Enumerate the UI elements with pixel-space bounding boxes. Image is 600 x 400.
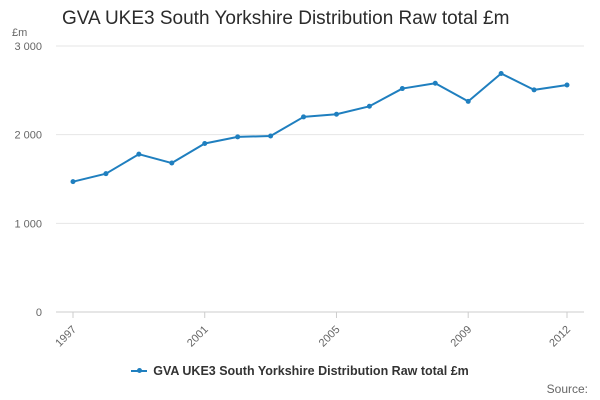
data-point — [301, 114, 307, 120]
series — [70, 70, 570, 185]
grid-lines — [56, 45, 584, 313]
data-point — [70, 179, 76, 185]
data-point — [366, 103, 372, 109]
legend[interactable]: GVA UKE3 South Yorkshire Distribution Ra… — [0, 364, 600, 380]
data-point — [202, 141, 208, 147]
data-point — [333, 111, 339, 117]
x-tick-label: 2005 — [317, 324, 343, 350]
y-tick-label: 0 — [36, 307, 42, 319]
y-tick-label: 1 000 — [14, 218, 42, 230]
data-point — [498, 70, 504, 76]
data-point — [564, 82, 570, 88]
x-tick-label: 1997 — [53, 324, 79, 350]
y-tick-label: 3 000 — [14, 41, 42, 53]
x-tick-label: 2012 — [547, 324, 573, 350]
data-point — [399, 86, 405, 92]
chart-title: GVA UKE3 South Yorkshire Distribution Ra… — [62, 8, 510, 29]
data-point — [103, 171, 109, 177]
data-point — [268, 133, 274, 139]
x-tick-label: 2001 — [185, 324, 211, 350]
data-point — [432, 80, 438, 86]
legend-swatch — [131, 365, 148, 377]
data-point — [465, 98, 471, 104]
y-tick-label: 2 000 — [14, 130, 42, 142]
data-point — [136, 151, 142, 157]
y-axis-label: £m — [12, 27, 27, 39]
series-line — [72, 72, 568, 183]
source-label: Source: — [546, 382, 588, 396]
data-point — [169, 160, 175, 166]
data-point — [531, 87, 537, 93]
legend-label: GVA UKE3 South Yorkshire Distribution Ra… — [153, 364, 469, 378]
x-tick-label: 2009 — [449, 324, 475, 350]
axes: 0 1 000 2 000 3 000 £m 1997 2001 2005 2009 2012 — [12, 27, 573, 349]
data-point — [235, 134, 241, 140]
